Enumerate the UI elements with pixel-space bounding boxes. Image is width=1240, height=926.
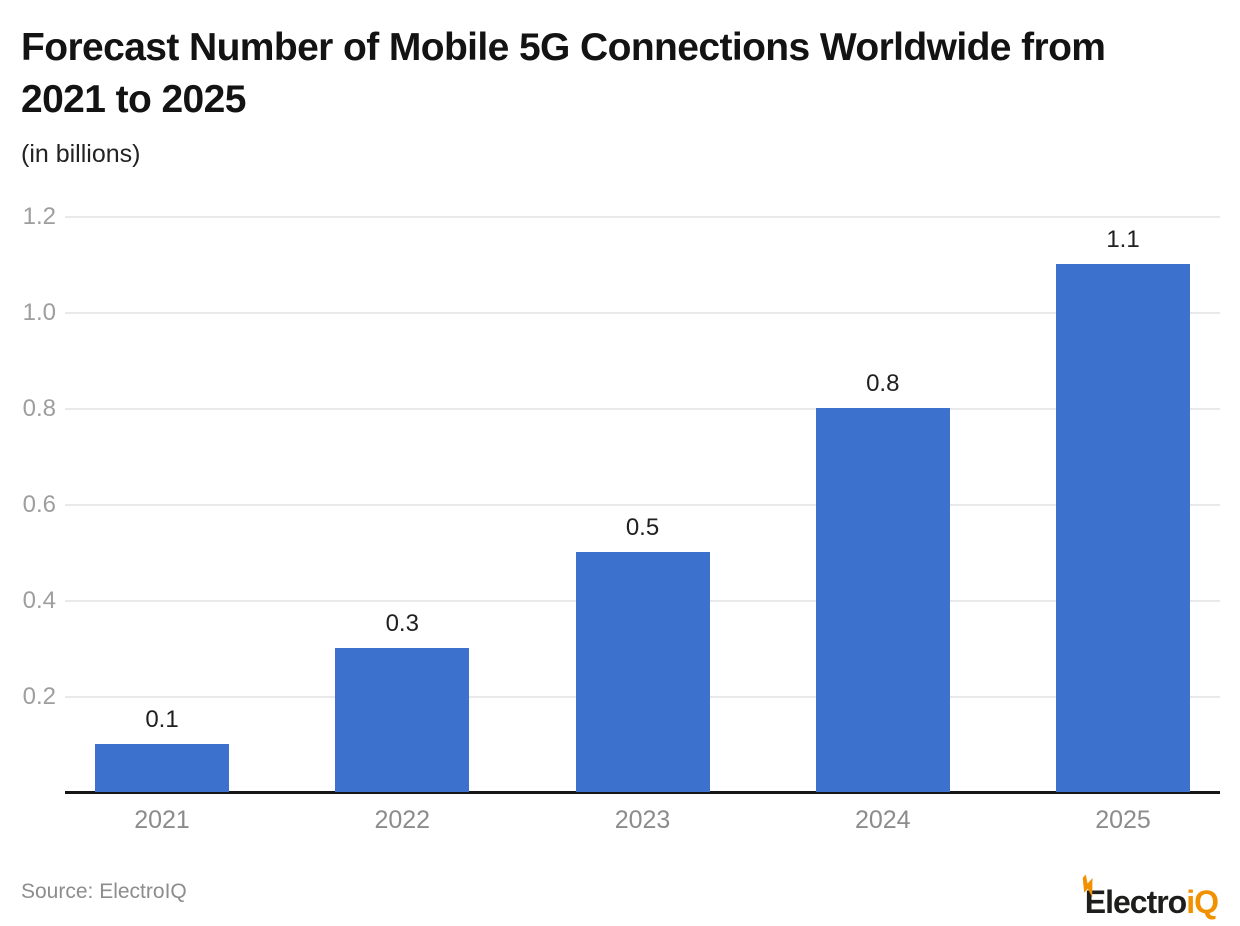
gridline-0.8	[65, 408, 1220, 410]
y-tick-label-0.6: 0.6	[22, 491, 56, 518]
bar-2025	[1056, 264, 1190, 792]
chart-title-line-2: 2021 to 2025	[21, 78, 246, 121]
bar-2023	[575, 552, 710, 792]
x-tick-label-2021: 2021	[134, 806, 190, 834]
y-tick-label-0.8: 0.8	[22, 395, 56, 422]
chart-title-line-1: Forecast Number of Mobile 5G Connections…	[21, 26, 1106, 69]
x-axis-line	[65, 791, 1220, 794]
value-label-2024: 0.8	[866, 370, 900, 397]
chart-subtitle: (in billions)	[21, 140, 141, 168]
x-tick-label-2024: 2024	[854, 806, 911, 834]
y-tick-label-1.2: 1.2	[22, 203, 56, 230]
gridline-1.2	[65, 216, 1220, 218]
bar-2022	[335, 648, 470, 792]
electroiq-logo: ElectroiQ	[1082, 874, 1219, 921]
chart-title: Forecast Number of Mobile 5G Connections…	[21, 22, 1226, 126]
y-tick-label-0.2: 0.2	[22, 683, 56, 710]
x-tick-label-2025: 2025	[1095, 806, 1151, 834]
x-tick-label-2022: 2022	[374, 806, 431, 834]
plot-area: 0.2 0.4 0.6 0.8 1.0 1.2 0.1 2021 0.3 2022 0.5 2023 0…	[23, 205, 1220, 834]
gridline-1.0	[65, 312, 1220, 314]
value-label-2022: 0.3	[385, 610, 419, 637]
x-tick-label-2023: 2023	[614, 806, 671, 834]
logo-text-dark: Electro	[1084, 884, 1187, 920]
y-tick-label-0.4: 0.4	[22, 587, 56, 614]
value-label-2021: 0.1	[145, 706, 179, 733]
value-label-2023: 0.5	[625, 514, 660, 541]
logo-text-accent: iQ	[1186, 884, 1219, 920]
gridline-0.6	[65, 504, 1220, 506]
value-label-2025: 1.1	[1106, 226, 1140, 253]
bar-2021	[95, 744, 229, 792]
bar-2024	[815, 408, 950, 792]
source-attribution: Source: ElectroIQ	[21, 880, 187, 903]
y-tick-label-1.0: 1.0	[22, 299, 56, 326]
lightning-bolt-icon	[1082, 874, 1093, 898]
